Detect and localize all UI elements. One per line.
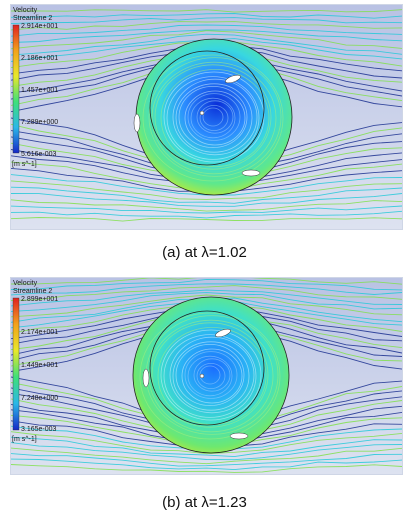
streamline — [11, 431, 402, 455]
swirl-line — [187, 93, 241, 141]
swirl-line — [166, 76, 260, 160]
streamline — [11, 199, 402, 212]
swirl-line — [175, 344, 245, 407]
colorbar-unit-a: [m s^-1] — [12, 161, 37, 168]
streamline — [11, 17, 402, 25]
legend-subtitle-a: Streamline 2 — [13, 15, 53, 22]
streamline — [11, 205, 402, 214]
streamline — [11, 453, 402, 467]
colorbar-unit-b: [m s^-1] — [12, 436, 37, 443]
streamline — [11, 9, 402, 13]
swirl-line — [187, 355, 233, 397]
colorbar-tick-b0: 2.899e+001 — [21, 296, 59, 303]
swirl-line — [196, 100, 234, 134]
legend-subtitle-b: Streamline 2 — [13, 288, 53, 295]
streamline — [11, 29, 402, 43]
streamline — [11, 278, 402, 291]
colorbar-tick-b2: 1.449e+001 — [21, 362, 59, 369]
rotor-swirl-a — [142, 54, 284, 182]
swirl-line — [151, 322, 269, 428]
streamline — [11, 186, 402, 204]
streamline — [11, 283, 402, 296]
colorbar-tick-a3: 7.289e+000 — [21, 119, 59, 126]
streamline — [11, 292, 402, 312]
colorbar-b — [12, 297, 20, 431]
swirl-line — [193, 358, 231, 392]
colorbar-tick-a1: 2.186e+001 — [21, 55, 59, 62]
swirl-line — [154, 64, 272, 170]
legend-title-b: Velocity — [13, 280, 38, 287]
streamline — [11, 24, 402, 37]
streamline — [11, 285, 402, 301]
swirl-line — [202, 107, 224, 127]
streamline — [11, 21, 402, 31]
streamline — [11, 464, 402, 473]
blade-a3 — [225, 74, 241, 84]
colorbar-a — [12, 24, 20, 154]
swirl-line — [148, 57, 282, 177]
streamline — [11, 294, 402, 318]
swirl-line — [163, 334, 257, 418]
swirl-line — [184, 90, 246, 146]
swirl-line — [184, 351, 238, 399]
streamline-field-a — [11, 5, 402, 229]
swirl-line — [142, 54, 284, 182]
streamline — [11, 33, 402, 56]
streamline — [11, 193, 402, 207]
swirl-line — [160, 329, 262, 421]
swirl-line — [172, 341, 250, 411]
swirl-line — [172, 78, 258, 156]
streamline — [11, 458, 402, 471]
colorbar-tick-b4: 3.165e-003 — [21, 426, 57, 433]
swirl-line — [160, 69, 270, 167]
swirl-line — [163, 71, 265, 163]
streamline — [11, 289, 402, 307]
streamline — [11, 13, 402, 19]
colorbar-tick-a0: 2.914e+001 — [21, 23, 59, 30]
streamline — [11, 436, 402, 458]
swirl-line — [196, 363, 226, 390]
legend-title-a: Velocity — [13, 7, 38, 14]
swirl-line — [169, 336, 255, 414]
rotor-inner-a — [149, 50, 265, 166]
swirl-line — [175, 83, 253, 153]
streamline — [11, 30, 402, 50]
blade-b3 — [215, 328, 231, 338]
rotor-inner-b — [149, 310, 265, 426]
streamline — [11, 210, 402, 219]
swirl-line — [178, 86, 248, 149]
blade-a1 — [133, 113, 141, 133]
caption-a: (a) at λ=1.02 — [162, 244, 247, 261]
streamline — [11, 447, 402, 465]
streamline — [11, 278, 402, 285]
colorbar-tick-b3: 7.248e+000 — [21, 395, 59, 402]
caption-b: (b) at λ=1.23 — [162, 494, 247, 511]
velocity-plot-b: Velocity Streamline 2 2.899e+001 2.174e+… — [10, 277, 403, 475]
streamline-field-b — [11, 278, 402, 474]
swirl-line — [181, 348, 243, 404]
velocity-plot-a: Velocity Streamline 2 2.914e+001 2.186e+… — [10, 4, 403, 230]
swirl-line — [199, 105, 229, 132]
legend-b: Velocity Streamline 2 — [13, 280, 52, 296]
legend-a: Velocity Streamline 2 — [13, 7, 52, 23]
colorbar-tick-a2: 1.457e+001 — [21, 87, 59, 94]
blade-a2 — [241, 169, 261, 177]
swirl-line — [151, 61, 277, 175]
colorbar-tick-a4: 5.616e-003 — [21, 151, 57, 158]
blade-b1 — [142, 368, 150, 388]
swirl-line — [190, 97, 236, 139]
streamline — [11, 217, 402, 222]
swirl-line — [139, 312, 281, 440]
colorbar-tick-b1: 2.174e+001 — [21, 329, 59, 336]
streamline — [11, 442, 402, 461]
streamline — [11, 180, 402, 200]
shaft-b — [199, 373, 205, 379]
shaft-a — [199, 110, 205, 116]
blade-b2 — [229, 432, 249, 440]
